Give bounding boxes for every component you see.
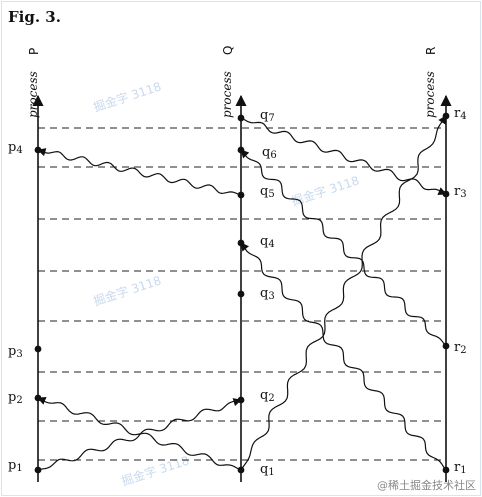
event-label-p1: p1 (8, 458, 23, 474)
figure-title: Fig. 3. (8, 8, 61, 26)
event-label-p2: p2 (8, 390, 23, 406)
source-footer: @稀土掘金技术社区 (377, 479, 476, 492)
event-dot-q3 (237, 290, 245, 298)
event-label-q2: q2 (260, 388, 275, 404)
message-q1-to-p2 (37, 396, 242, 471)
event-dot-q2 (237, 396, 245, 404)
message-q7-to-r3 (240, 117, 447, 196)
event-dot-q5 (237, 191, 245, 199)
event-dot-q4 (237, 239, 245, 247)
event-label-q7: q7 (260, 108, 275, 124)
message-p1-to-q2 (37, 398, 242, 471)
event-dot-r3 (442, 190, 450, 198)
event-dot-q7 (237, 114, 245, 122)
event-dot-q6 (237, 146, 245, 154)
event-label-r4: r4 (454, 106, 467, 122)
message-q1-to-r4 (240, 115, 447, 471)
event-label-q5: q5 (260, 184, 275, 200)
event-dot-r4 (442, 112, 450, 120)
event-dot-q1 (237, 466, 245, 474)
event-label-q6: q6 (262, 145, 277, 161)
event-label-r3: r3 (454, 184, 467, 200)
event-dot-r1 (442, 466, 450, 474)
event-label-q4: q4 (260, 234, 275, 250)
message-r2-to-q6 (240, 149, 447, 347)
event-label-p4: p4 (8, 140, 23, 156)
event-dot-p2 (34, 394, 42, 402)
event-label-p3: p3 (8, 344, 23, 360)
message-q5-to-p4 (37, 148, 242, 196)
event-label-q1: q1 (260, 462, 275, 478)
event-dot-r2 (442, 342, 450, 350)
event-dot-p1 (34, 466, 42, 474)
event-dot-p3 (34, 345, 42, 353)
event-label-r2: r2 (454, 340, 467, 356)
event-dot-p4 (34, 146, 42, 154)
event-label-r1: r1 (454, 460, 467, 476)
event-label-q3: q3 (260, 286, 275, 302)
message-r1-to-q4 (240, 242, 447, 471)
